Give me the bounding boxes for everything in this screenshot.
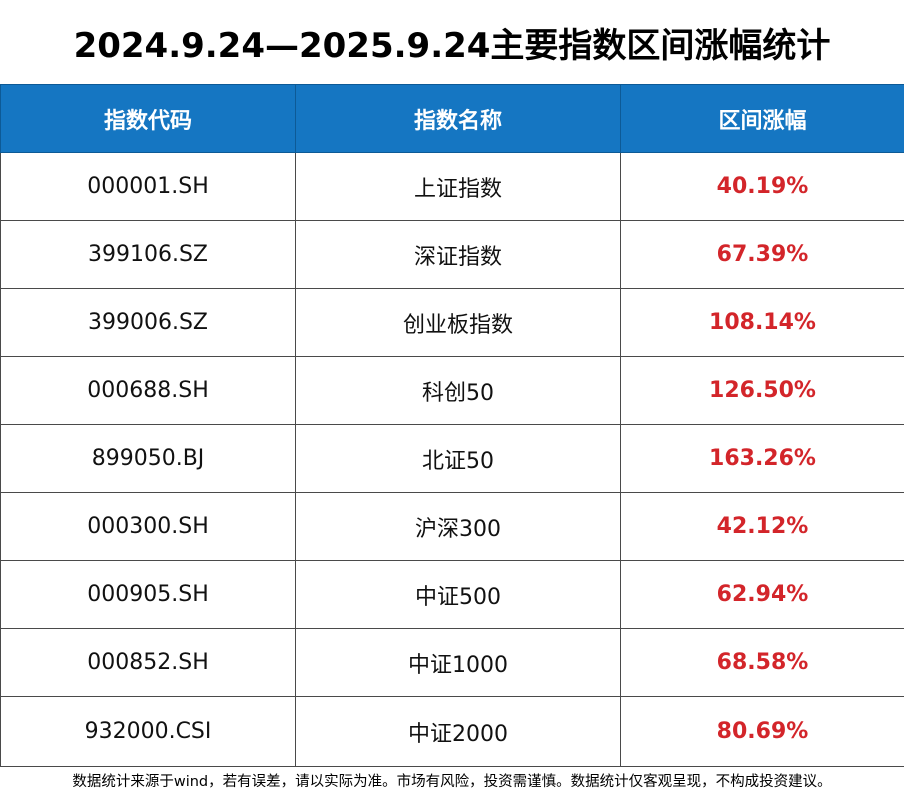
index-name-cell: 深证指数 — [295, 220, 621, 289]
index-name-cell: 中证500 — [295, 560, 621, 629]
period-change-cell: 42.12% — [620, 492, 904, 561]
period-change-cell: 108.14% — [620, 288, 904, 357]
index-change-table: 指数代码 指数名称 区间涨幅 000001.SH 上证指数 40.19% 399… — [0, 84, 904, 767]
index-name-cell: 中证2000 — [295, 696, 621, 767]
header-period-change: 区间涨幅 — [620, 84, 904, 153]
index-code-cell: 399106.SZ — [0, 220, 296, 289]
index-name-cell: 上证指数 — [295, 152, 621, 221]
period-change-cell: 126.50% — [620, 356, 904, 425]
index-name-cell: 沪深300 — [295, 492, 621, 561]
index-code-cell: 000688.SH — [0, 356, 296, 425]
table-row: 899050.BJ 北证50 163.26% — [0, 424, 904, 493]
table-row: 000300.SH 沪深300 42.12% — [0, 492, 904, 561]
table-row: 399106.SZ 深证指数 67.39% — [0, 220, 904, 289]
period-change-cell: 62.94% — [620, 560, 904, 629]
index-code-cell: 899050.BJ — [0, 424, 296, 493]
table-row: 000001.SH 上证指数 40.19% — [0, 152, 904, 221]
index-code-cell: 000300.SH — [0, 492, 296, 561]
period-change-cell: 68.58% — [620, 628, 904, 697]
index-name-cell: 北证50 — [295, 424, 621, 493]
header-index-code: 指数代码 — [0, 84, 296, 153]
page-title: 2024.9.24—2025.9.24主要指数区间涨幅统计 — [73, 25, 831, 66]
table-row: 000852.SH 中证1000 68.58% — [0, 628, 904, 697]
index-code-cell: 000905.SH — [0, 560, 296, 629]
period-change-cell: 40.19% — [620, 152, 904, 221]
index-code-cell: 932000.CSI — [0, 696, 296, 767]
period-change-cell: 163.26% — [620, 424, 904, 493]
index-code-cell: 000852.SH — [0, 628, 296, 697]
period-change-cell: 67.39% — [620, 220, 904, 289]
table-row: 000688.SH 科创50 126.50% — [0, 356, 904, 425]
index-name-cell: 中证1000 — [295, 628, 621, 697]
table-row: 932000.CSI 中证2000 80.69% — [0, 696, 904, 767]
table-header-row: 指数代码 指数名称 区间涨幅 — [0, 84, 904, 153]
table-row: 399006.SZ 创业板指数 108.14% — [0, 288, 904, 357]
index-code-cell: 000001.SH — [0, 152, 296, 221]
index-name-cell: 科创50 — [295, 356, 621, 425]
header-index-name: 指数名称 — [295, 84, 621, 153]
period-change-cell: 80.69% — [620, 696, 904, 767]
disclaimer-footer: 数据统计来源于wind，若有误差，请以实际为准。市场有风险，投资需谨慎。数据统计… — [72, 773, 832, 790]
index-name-cell: 创业板指数 — [295, 288, 621, 357]
index-code-cell: 399006.SZ — [0, 288, 296, 357]
table-row: 000905.SH 中证500 62.94% — [0, 560, 904, 629]
